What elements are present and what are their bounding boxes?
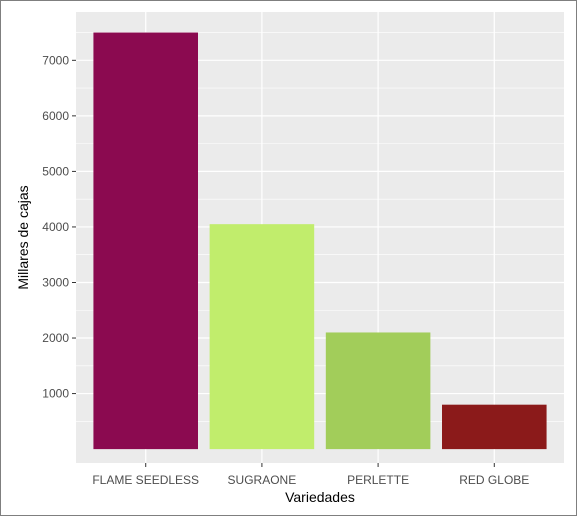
x-axis-title: Variedades [285,489,355,505]
y-tick-label: 7000 [42,53,69,67]
x-tick-label: FLAME SEEDLESS [92,473,199,487]
y-tick-label: 2000 [42,331,69,345]
bars [93,32,547,450]
x-tick-label: PERLETTE [347,473,409,487]
y-tick-label: 6000 [42,109,69,123]
y-tick-label: 5000 [42,164,69,178]
y-tick-label: 1000 [42,387,69,401]
x-tick-label: SUGRAONE [228,473,297,487]
y-axis-title: Millares de cajas [15,185,31,289]
x-axis-ticks: FLAME SEEDLESS SUGRAONE PERLETTE RED GLOBE [92,463,529,487]
bar-perlette [325,332,431,450]
y-tick-label: 4000 [42,220,69,234]
x-tick-label: RED GLOBE [459,473,529,487]
bar-red-globe [442,404,547,450]
y-tick-label: 3000 [42,275,69,289]
bar-flame-seedless [93,32,198,450]
bar-sugraone [209,224,315,450]
y-axis-ticks: 1000 2000 3000 4000 5000 6000 7000 [42,53,76,401]
